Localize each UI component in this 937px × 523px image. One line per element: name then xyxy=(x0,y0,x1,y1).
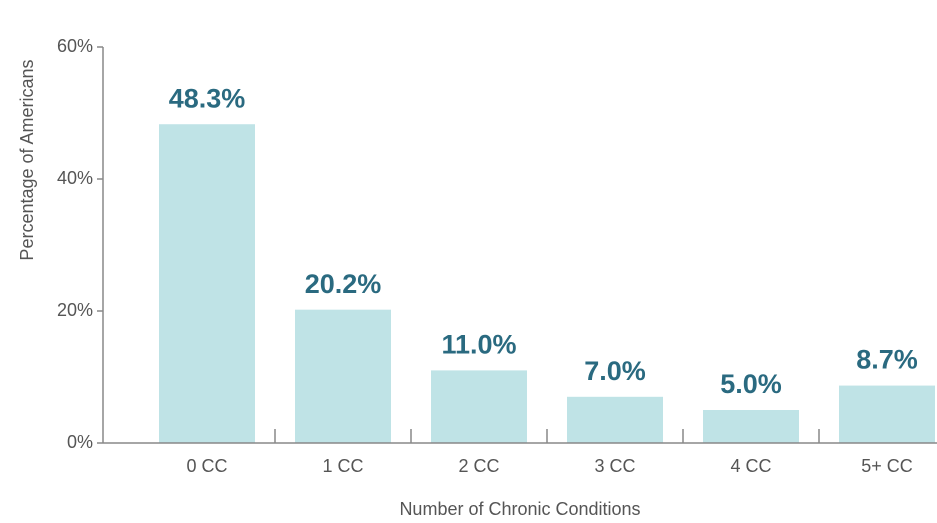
x-tick-label: 0 CC xyxy=(186,456,227,476)
value-label: 8.7% xyxy=(856,345,918,375)
y-axis-title: Percentage of Americans xyxy=(17,59,37,260)
x-tick-label: 2 CC xyxy=(458,456,499,476)
x-axis-title: Number of Chronic Conditions xyxy=(399,499,640,519)
chart: Percentage of Americans Number of Chroni… xyxy=(0,0,937,523)
value-label: 5.0% xyxy=(720,369,782,399)
value-label: 20.2% xyxy=(305,269,382,299)
value-label: 11.0% xyxy=(441,330,516,360)
y-tick-label: 0% xyxy=(67,432,93,452)
x-tick-label: 1 CC xyxy=(322,456,363,476)
y-tick-label: 40% xyxy=(57,168,93,188)
bar xyxy=(159,124,255,443)
bar xyxy=(431,370,527,443)
value-label: 7.0% xyxy=(584,356,646,386)
x-tick-label: 3 CC xyxy=(594,456,635,476)
value-label: 48.3% xyxy=(169,83,246,113)
bar xyxy=(839,386,935,443)
x-tick-label: 4 CC xyxy=(730,456,771,476)
y-tick-label: 60% xyxy=(57,36,93,56)
y-tick-label: 20% xyxy=(57,300,93,320)
bar xyxy=(295,310,391,443)
page: {"chart_data": {"type": "bar", "ylabel":… xyxy=(0,0,937,523)
bar xyxy=(567,397,663,443)
x-tick-label: 5+ CC xyxy=(861,456,913,476)
bar xyxy=(703,410,799,443)
